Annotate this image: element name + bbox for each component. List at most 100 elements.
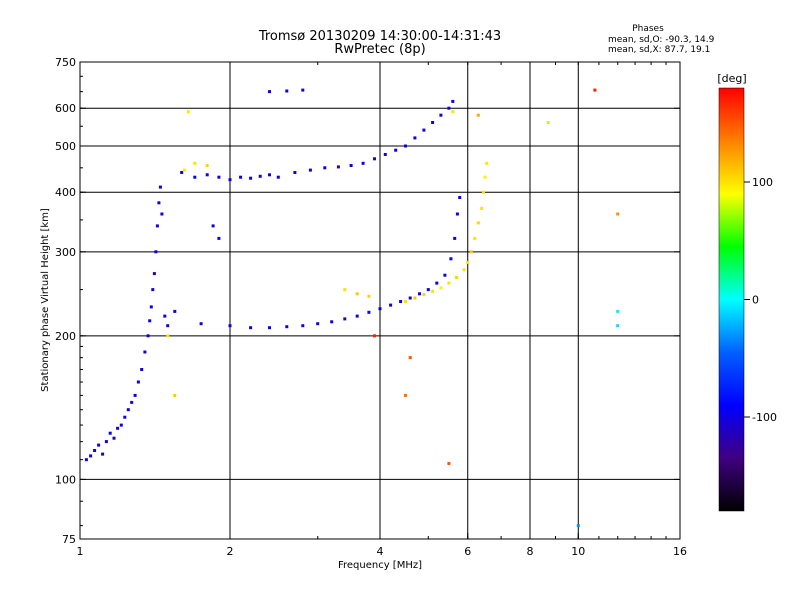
data-point [451,110,455,114]
data-point [130,400,134,404]
data-point [576,524,580,528]
data-point [404,300,407,303]
data-point [119,423,123,427]
x-tick-label: 1 [77,545,84,558]
data-point [149,305,153,309]
data-point [462,268,466,272]
data-point [404,393,407,397]
data-point [166,334,170,338]
data-point [413,136,417,140]
data-point [349,164,353,167]
data-point [453,236,457,240]
data-point [426,288,430,292]
data-point [143,350,147,354]
data-point [408,356,412,360]
data-point [152,272,156,276]
y-tick-label: 200 [55,330,76,343]
data-point [93,449,97,452]
data-point [258,174,262,178]
stats-o-mode: mean, sd,O: -90.3, 14.9 [608,35,715,45]
data-point [323,166,327,170]
data-point [546,121,550,124]
data-point [378,307,382,311]
data-point [205,164,209,167]
data-point [447,462,451,465]
data-point [104,440,108,444]
data-point [473,236,477,240]
data-point [293,171,297,174]
data-point [89,454,93,458]
data-point [249,326,253,330]
data-point [217,236,221,240]
x-tick-label: 6 [464,545,471,558]
data-point [593,88,597,92]
data-point [151,288,155,292]
data-point [116,426,120,430]
y-axis-label: Stationary phase Virtual Height [km] [40,208,51,392]
data-points [84,88,620,528]
data-point [336,165,340,169]
data-point [394,148,398,152]
data-point [148,319,152,323]
data-point [211,224,215,228]
data-point [447,106,451,110]
data-point [355,314,359,318]
x-tick-label: 4 [377,545,384,558]
data-point [154,250,158,254]
data-point [268,90,271,94]
y-ticks: 75 100 200 300 400 500 600 750 [55,56,680,546]
data-point [383,153,387,156]
data-point [228,324,232,328]
data-point [361,161,365,165]
data-point [133,393,137,397]
data-point [182,168,186,172]
y-tick-label: 500 [55,140,76,153]
data-point [616,324,620,328]
data-point [481,190,485,194]
data-point [422,128,426,132]
data-point [422,293,426,297]
colorbar-tick-label: 0 [752,294,759,307]
data-point [249,176,253,180]
y-tick-label: 400 [55,186,76,199]
data-point [449,257,453,261]
chart-subtitle: RwPretec (8p) [334,42,425,57]
data-point [404,144,407,148]
y-tick-label: 750 [55,56,76,69]
data-point [136,380,140,384]
x-ticks: 1 2 4 6 8 10 16 [77,62,687,558]
data-point [413,296,417,300]
data-point [373,157,376,161]
colorbar-tick-label: -100 [752,411,777,424]
data-point [217,175,221,179]
data-point [140,368,144,371]
data-point [616,212,620,216]
y-tick-label: 300 [55,246,76,259]
data-point [455,212,459,216]
data-point [343,317,347,321]
x-tick-label: 10 [571,545,585,558]
data-point [431,289,435,293]
x-tick-label: 16 [673,545,687,558]
data-point [483,175,487,179]
data-point [469,250,473,254]
data-point [451,99,455,103]
data-point [173,393,177,397]
data-point [373,334,376,338]
data-point [285,89,289,93]
data-point [367,310,371,314]
grid-lines [80,62,680,539]
data-point [228,178,232,182]
data-point [447,281,451,285]
data-point [126,408,130,412]
data-point [301,324,305,328]
data-point [330,320,334,324]
data-point [199,322,203,326]
stats-x-mode: mean, sd,X: 87.7, 19.1 [608,45,710,55]
data-point [476,221,480,225]
data-point [316,322,320,326]
data-point [97,443,101,447]
data-point [466,260,470,264]
data-point [443,273,447,277]
